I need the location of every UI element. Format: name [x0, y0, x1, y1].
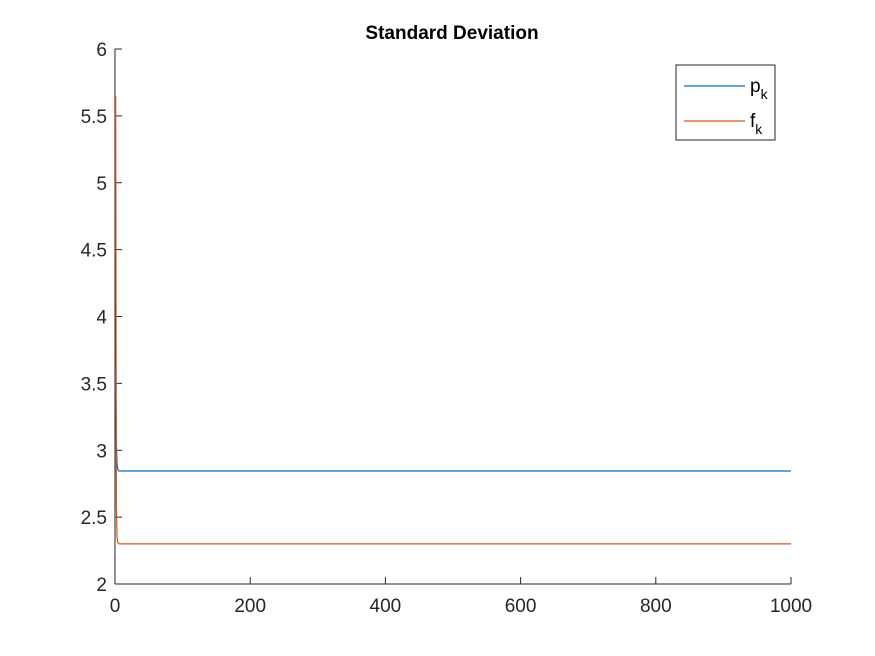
y-tick-label: 6	[96, 40, 107, 61]
legend-label-base: f	[750, 111, 756, 132]
y-tick-label: 2.5	[81, 508, 107, 529]
x-tick-label: 200	[234, 596, 266, 617]
legend-label: fk	[750, 111, 763, 137]
y-tick-label: 2	[96, 575, 107, 596]
y-tick-label: 4.5	[81, 241, 107, 262]
y-tick-label: 5.5	[81, 107, 107, 128]
x-tick-label: 0	[110, 596, 121, 617]
y-tick-label: 3.5	[81, 374, 107, 395]
x-tick-label: 1000	[770, 596, 812, 617]
legend-box	[675, 64, 776, 141]
legend-label: pk	[750, 76, 769, 102]
x-tick-label: 600	[505, 596, 537, 617]
x-tick-label: 800	[640, 596, 672, 617]
legend-label-base: p	[750, 76, 761, 97]
series-line-f-k	[115, 95, 791, 545]
y-tick-label: 5	[96, 174, 107, 195]
chart-title: Standard Deviation	[365, 23, 538, 44]
x-tick-label: 400	[370, 596, 402, 617]
series-line-p-k	[115, 369, 791, 472]
legend-label-subscript: k	[755, 121, 763, 137]
y-tick-label: 4	[96, 308, 107, 329]
plot-area: 0 200 400 600 800 1000 2 2.5 3 3.5 4 4.5 5 5.5 6	[81, 40, 813, 617]
y-tick-label: 3	[96, 441, 107, 462]
legend-label-subscript: k	[761, 86, 769, 102]
